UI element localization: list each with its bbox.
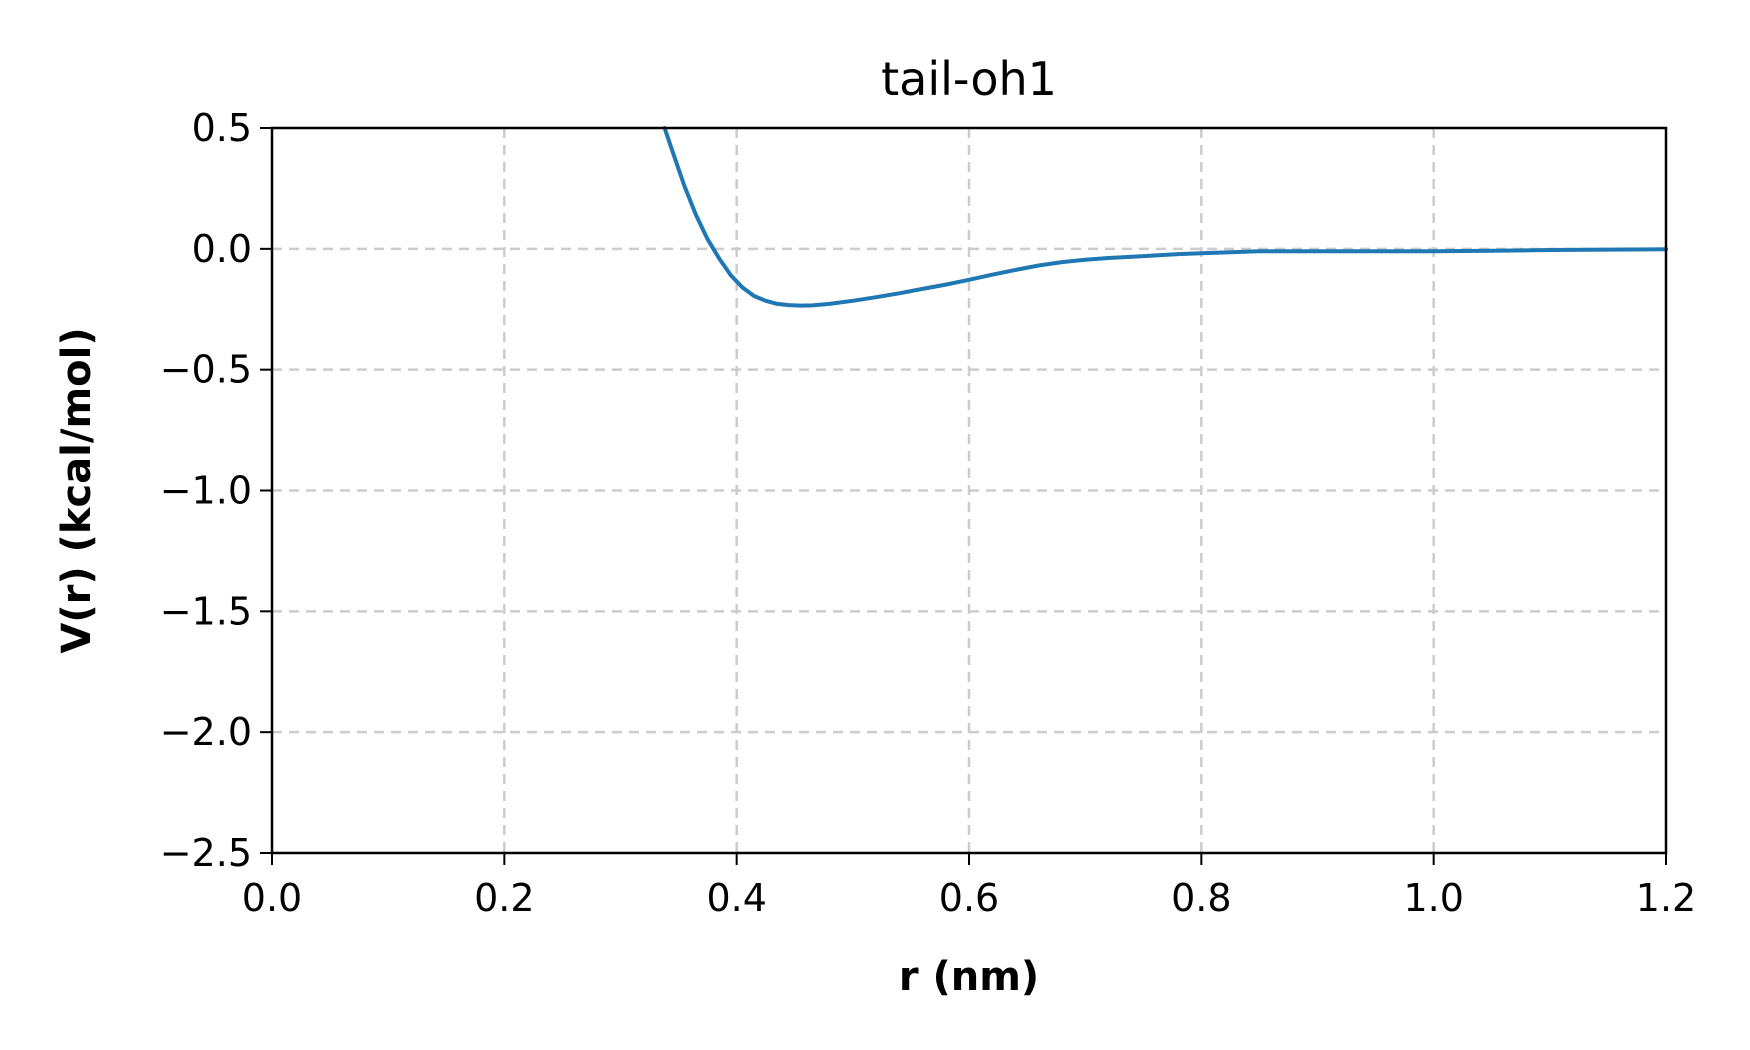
grid-layer	[272, 128, 1666, 853]
y-axis-title: V(r) (kcal/mol)	[54, 327, 100, 653]
x-tick-label: 0.8	[1171, 876, 1231, 920]
y-tick-label: −2.0	[160, 710, 252, 754]
chart-title: tail-oh1	[881, 52, 1057, 106]
x-tick-label: 0.4	[706, 876, 766, 920]
series-layer	[662, 126, 1668, 308]
y-tick-label: −0.5	[160, 348, 252, 392]
y-tick-label: 0.5	[192, 106, 252, 150]
y-tick-label: 0.0	[192, 227, 252, 271]
x-tick-label: 1.0	[1403, 876, 1463, 920]
x-tick-label: 0.2	[474, 876, 534, 920]
x-axis-title: r (nm)	[899, 954, 1039, 1000]
y-tick-label: −1.5	[160, 589, 252, 633]
x-tick-label: 0.6	[939, 876, 999, 920]
series-line	[662, 126, 1668, 308]
x-tick-label: 1.2	[1636, 876, 1696, 920]
y-tick-label: −1.0	[160, 469, 252, 513]
y-tick-label: −2.5	[160, 831, 252, 875]
tick-layer: 0.0 0.2 0.4 0.6 0.8 1.0 1.2 0.5 0.0 −0.5 −1.0 −1.5 −…	[160, 106, 1697, 920]
x-tick-label: 0.0	[242, 876, 302, 920]
